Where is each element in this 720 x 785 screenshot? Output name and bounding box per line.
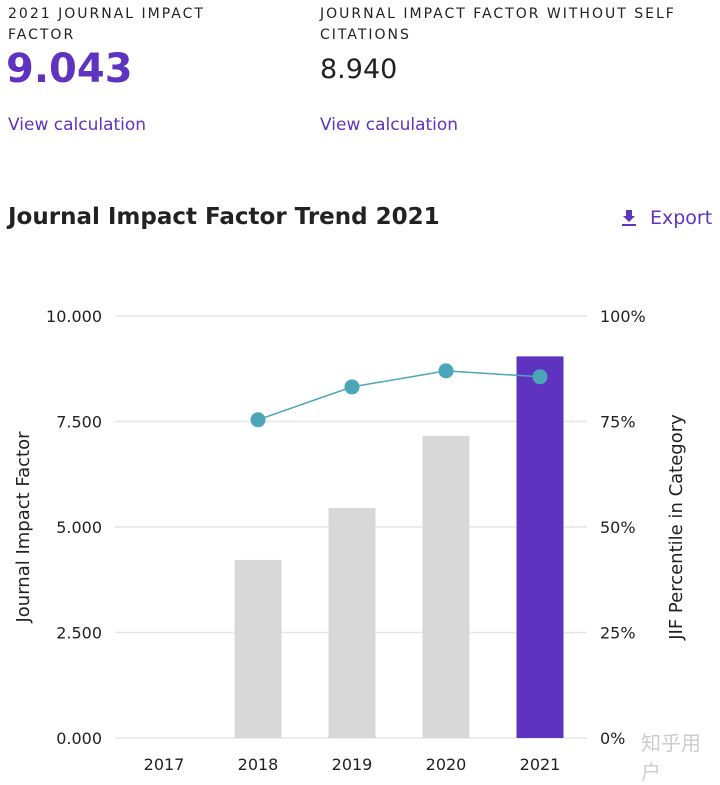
y-tick-label: 10.000 [46, 307, 102, 326]
percentile-point-2020 [438, 363, 454, 379]
x-tick-label: 2021 [520, 755, 561, 774]
view-calculation-link[interactable]: View calculation [320, 115, 459, 135]
y2-tick-label: 25% [600, 624, 636, 643]
x-tick-label: 2018 [238, 755, 279, 774]
y2-tick-label: 50% [600, 518, 636, 537]
percentile-point-2018 [250, 412, 266, 428]
y-axis-label: Journal Impact Factor [13, 431, 34, 624]
y-tick-label: 0.000 [56, 729, 102, 748]
watermark: 知乎用户 [641, 731, 701, 784]
export-label: Export [650, 207, 713, 229]
view-calculation-link[interactable]: View calculation [8, 115, 147, 135]
x-tick-label: 2017 [144, 755, 185, 774]
y2-tick-label: 100% [600, 307, 646, 326]
x-tick-label: 2019 [332, 755, 373, 774]
y2-tick-label: 75% [600, 413, 636, 432]
bar-2018 [234, 559, 282, 738]
bar-2020 [422, 435, 470, 738]
y-tick-label: 7.500 [56, 413, 102, 432]
y-tick-label: 5.000 [56, 518, 102, 537]
y2-axis-label: JIF Percentile in Category [666, 414, 687, 641]
metric-value: 9.043 [6, 46, 133, 92]
bar-2019 [328, 508, 376, 738]
metric-value: 8.940 [320, 54, 398, 85]
bar-2021 [516, 356, 564, 738]
metric-label: 2021 JOURNAL IMPACT FACTOR [8, 6, 205, 43]
y2-tick-label: 0% [600, 729, 625, 748]
download-icon [622, 210, 636, 226]
y-tick-label: 2.500 [56, 624, 102, 643]
metric-label: JOURNAL IMPACT FACTOR WITHOUT SELF CITAT… [320, 6, 676, 43]
percentile-line [257, 370, 541, 421]
x-tick-label: 2020 [426, 755, 467, 774]
section-title: Journal Impact Factor Trend 2021 [8, 204, 440, 230]
export-button[interactable]: Export [622, 207, 712, 229]
percentile-point-2019 [344, 379, 360, 395]
percentile-point-2021 [532, 369, 548, 385]
